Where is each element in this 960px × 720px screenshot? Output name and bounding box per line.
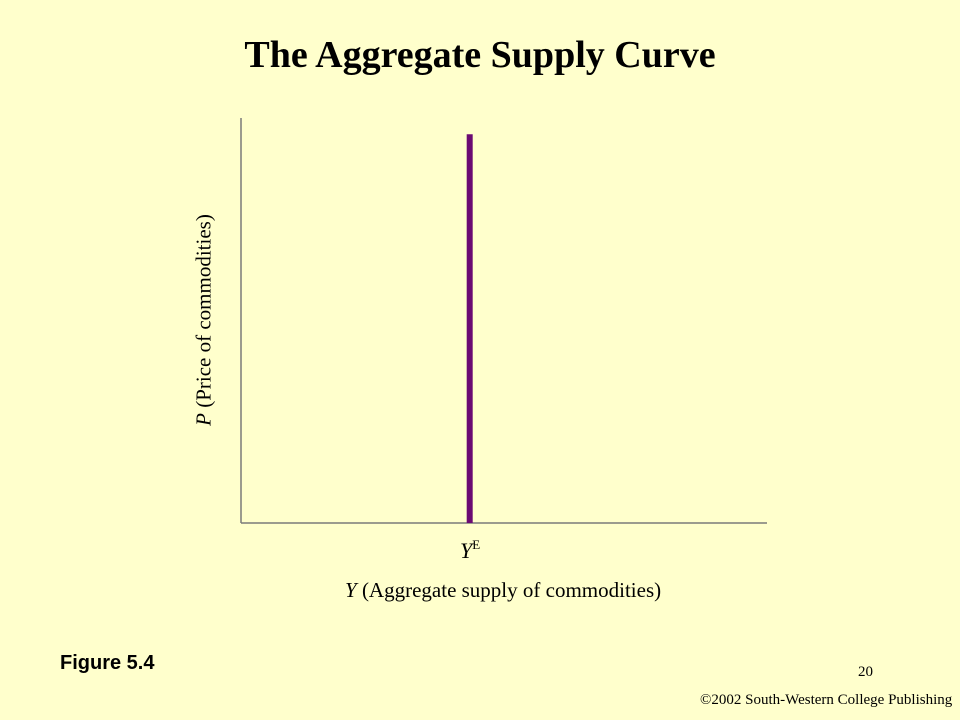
x-axis-label: Y (Aggregate supply of commodities) (345, 578, 661, 603)
x-tick-label: YE (460, 537, 480, 564)
x-axis-label-text: (Aggregate supply of commodities) (356, 578, 662, 602)
y-axis-label-text: (Price of commodities) (191, 214, 216, 414)
x-tick-base: Y (460, 538, 473, 563)
x-tick-sup: E (472, 537, 481, 552)
figure-label: Figure 5.4 (60, 652, 155, 674)
x-axis-label-var: Y (345, 578, 357, 602)
y-axis-label: P (Price of commodities) (192, 214, 217, 426)
copyright-text: ©2002 South-Western College Publishing (700, 692, 953, 708)
page-number: 20 (858, 664, 873, 680)
y-axis-label-var: P (191, 413, 216, 426)
chart-title: The Aggregate Supply Curve (244, 34, 716, 76)
